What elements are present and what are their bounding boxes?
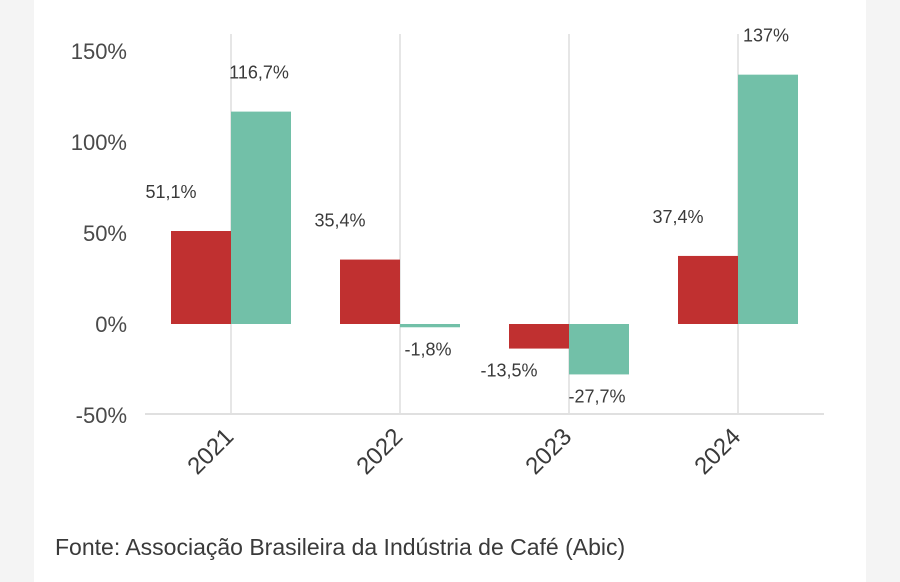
y-tick-label: 0% [95,312,127,337]
y-tick-label: -50% [76,403,127,428]
bar-chart: 150% 100% 50% 0% -50% 51,1% 35,4% -13,5% 37,4% 11… [71,26,824,480]
source-note: Fonte: Associação Brasileira da Indústri… [55,534,626,560]
data-label: -1,8% [404,339,451,359]
data-label: -13,5% [480,361,537,381]
chart-card: 150% 100% 50% 0% -50% 51,1% 35,4% -13,5% 37,4% 11… [34,0,866,582]
y-tick-label: 150% [71,39,127,64]
bar-series2-2024 [738,74,798,324]
data-label: 35,4% [314,211,365,231]
bar-series1-2021 [171,230,231,324]
data-label: -27,7% [568,386,625,406]
bar-series2-2021 [231,111,291,324]
data-label: 51,1% [145,182,196,202]
y-tick-label: 100% [71,130,127,155]
x-tick-label: 2022 [351,423,408,480]
bar-series2-2022 [400,324,460,328]
bar-series1-2022 [340,259,400,324]
x-tick-label: 2023 [520,423,577,480]
data-label: 137% [743,26,789,46]
bar-series2-2023 [569,324,629,375]
x-tick-label: 2021 [182,423,239,480]
data-label: 37,4% [652,207,703,227]
data-label: 116,7% [229,63,289,83]
x-tick-label: 2024 [689,423,746,480]
y-tick-label: 50% [83,221,127,246]
bar-series1-2024 [678,255,738,324]
bar-series1-2023 [509,324,569,349]
